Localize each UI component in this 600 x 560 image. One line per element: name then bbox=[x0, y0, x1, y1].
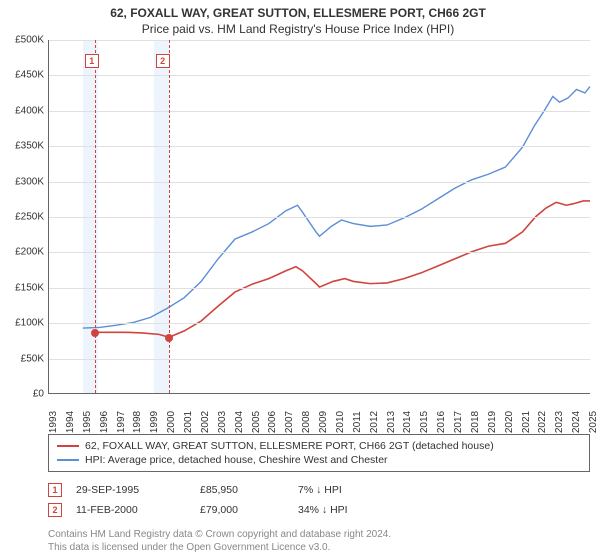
legend-swatch bbox=[57, 445, 79, 447]
gridline-horizontal bbox=[49, 323, 590, 324]
plot-region: 12 bbox=[48, 40, 590, 394]
transaction-dot bbox=[91, 329, 99, 337]
x-tick-label: 1994 bbox=[65, 411, 76, 433]
x-tick-label: 2021 bbox=[521, 411, 532, 433]
x-tick-label: 2024 bbox=[571, 411, 582, 433]
transaction-row: 1 29-SEP-1995 £85,950 7% ↓ HPI bbox=[48, 480, 590, 500]
x-tick-label: 1999 bbox=[149, 411, 160, 433]
title-line-2: Price paid vs. HM Land Registry's House … bbox=[6, 22, 590, 36]
x-tick-label: 2008 bbox=[301, 411, 312, 433]
transaction-vline bbox=[95, 40, 96, 393]
x-tick-label: 2001 bbox=[183, 411, 194, 433]
x-tick-label: 2012 bbox=[369, 411, 380, 433]
y-tick-label: £50K bbox=[21, 353, 44, 364]
y-tick-label: £500K bbox=[15, 35, 44, 46]
x-tick-label: 2010 bbox=[335, 411, 346, 433]
x-tick-label: 2019 bbox=[487, 411, 498, 433]
gridline-horizontal bbox=[49, 288, 590, 289]
x-tick-label: 2003 bbox=[217, 411, 228, 433]
x-tick-label: 2018 bbox=[470, 411, 481, 433]
gridline-horizontal bbox=[49, 111, 590, 112]
legend-item: HPI: Average price, detached house, Ches… bbox=[57, 453, 581, 467]
transactions-table: 1 29-SEP-1995 £85,950 7% ↓ HPI 2 11-FEB-2000 £… bbox=[48, 480, 590, 520]
x-tick-label: 2004 bbox=[234, 411, 245, 433]
transaction-date: 29-SEP-1995 bbox=[76, 484, 186, 496]
x-axis: 1993199419951996199719981999200020012002… bbox=[48, 418, 588, 426]
transaction-dot bbox=[165, 334, 173, 342]
x-tick-label: 2011 bbox=[352, 411, 363, 433]
x-tick-label: 2017 bbox=[453, 411, 464, 433]
x-tick-label: 1995 bbox=[82, 411, 93, 433]
transaction-marker: 1 bbox=[85, 54, 99, 68]
transaction-row: 2 11-FEB-2000 £79,000 34% ↓ HPI bbox=[48, 500, 590, 520]
x-tick-label: 2023 bbox=[554, 411, 565, 433]
transaction-date: 11-FEB-2000 bbox=[76, 504, 186, 516]
footer-line-1: Contains HM Land Registry data © Crown c… bbox=[48, 528, 590, 541]
transaction-marker: 2 bbox=[156, 54, 170, 68]
legend-item: 62, FOXALL WAY, GREAT SUTTON, ELLESMERE … bbox=[57, 439, 581, 453]
footer: Contains HM Land Registry data © Crown c… bbox=[48, 528, 590, 554]
legend-label: HPI: Average price, detached house, Ches… bbox=[85, 454, 388, 466]
x-tick-label: 1997 bbox=[116, 411, 127, 433]
y-tick-label: £150K bbox=[15, 282, 44, 293]
x-tick-label: 2009 bbox=[318, 411, 329, 433]
x-tick-label: 1996 bbox=[99, 411, 110, 433]
chart-title-block: 62, FOXALL WAY, GREAT SUTTON, ELLESMERE … bbox=[6, 6, 590, 36]
gridline-horizontal bbox=[49, 40, 590, 41]
transaction-badge: 1 bbox=[48, 483, 62, 497]
transaction-pct: 7% ↓ HPI bbox=[298, 484, 408, 496]
y-tick-label: £450K bbox=[15, 70, 44, 81]
x-tick-label: 2006 bbox=[267, 411, 278, 433]
y-tick-label: £350K bbox=[15, 141, 44, 152]
legend-swatch bbox=[57, 459, 79, 461]
x-tick-label: 2007 bbox=[284, 411, 295, 433]
x-tick-label: 1993 bbox=[48, 411, 59, 433]
legend-label: 62, FOXALL WAY, GREAT SUTTON, ELLESMERE … bbox=[85, 440, 494, 452]
footer-line-2: This data is licensed under the Open Gov… bbox=[48, 541, 590, 554]
gridline-horizontal bbox=[49, 75, 590, 76]
gridline-horizontal bbox=[49, 217, 590, 218]
transaction-pct: 34% ↓ HPI bbox=[298, 504, 408, 516]
x-tick-label: 2020 bbox=[504, 411, 515, 433]
x-tick-label: 2013 bbox=[386, 411, 397, 433]
y-tick-label: £400K bbox=[15, 105, 44, 116]
transaction-price: £85,950 bbox=[200, 484, 284, 496]
x-tick-label: 2000 bbox=[166, 411, 177, 433]
transaction-price: £79,000 bbox=[200, 504, 284, 516]
y-tick-label: £0 bbox=[33, 389, 44, 400]
x-tick-label: 2015 bbox=[419, 411, 430, 433]
gridline-horizontal bbox=[49, 146, 590, 147]
x-tick-label: 2022 bbox=[537, 411, 548, 433]
y-tick-label: £250K bbox=[15, 212, 44, 223]
y-tick-label: £300K bbox=[15, 176, 44, 187]
x-tick-label: 2016 bbox=[436, 411, 447, 433]
x-tick-label: 1998 bbox=[132, 411, 143, 433]
gridline-horizontal bbox=[49, 252, 590, 253]
y-tick-label: £100K bbox=[15, 318, 44, 329]
title-line-1: 62, FOXALL WAY, GREAT SUTTON, ELLESMERE … bbox=[6, 6, 590, 20]
transaction-badge: 2 bbox=[48, 503, 62, 517]
y-tick-label: £200K bbox=[15, 247, 44, 258]
gridline-horizontal bbox=[49, 182, 590, 183]
legend: 62, FOXALL WAY, GREAT SUTTON, ELLESMERE … bbox=[48, 434, 590, 472]
x-tick-label: 2005 bbox=[251, 411, 262, 433]
x-tick-label: 2002 bbox=[200, 411, 211, 433]
chart-area: £0 £50K £100K £150K £200K £250K £300K £350K £400… bbox=[6, 40, 590, 418]
x-tick-label: 2025 bbox=[588, 411, 599, 433]
gridline-horizontal bbox=[49, 359, 590, 360]
x-tick-label: 2014 bbox=[402, 411, 413, 433]
y-axis: £0£50K£100K£150K£200K£250K£300K£350K£400… bbox=[6, 40, 48, 394]
series-hpi bbox=[83, 87, 590, 329]
